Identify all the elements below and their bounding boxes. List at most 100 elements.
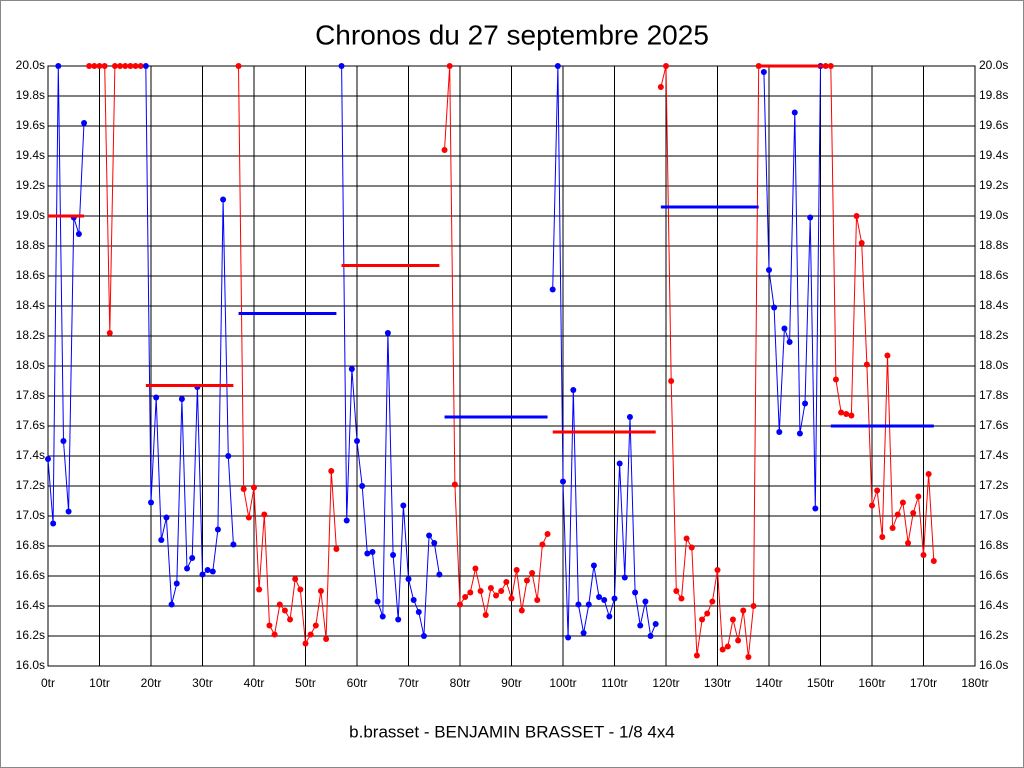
lap-point [312, 622, 319, 629]
y-tick-label-right: 18.6s [979, 268, 1008, 282]
lap-point [704, 610, 711, 617]
y-tick-label-right: 19.8s [979, 88, 1008, 102]
lap-point [158, 537, 165, 543]
y-tick-label-right: 16.2s [979, 628, 1008, 642]
lap-point [369, 549, 376, 555]
lap-point [127, 63, 134, 69]
lap-point [616, 460, 623, 467]
lap-point [86, 63, 93, 69]
lap-point [400, 502, 407, 509]
lap-point [915, 493, 922, 500]
lap-point [111, 63, 118, 69]
lap-line [341, 65, 440, 637]
lap-point [766, 267, 772, 273]
lap-point [729, 616, 736, 623]
y-tick-label-right: 16.8s [979, 538, 1008, 552]
y-tick-label: 17.0s [16, 508, 45, 522]
lap-point [925, 471, 932, 477]
lap-point [276, 601, 283, 608]
lap-point [807, 214, 814, 221]
lap-point [168, 601, 175, 608]
lap-point [323, 636, 330, 642]
lap-point [477, 588, 484, 594]
lap-point [843, 411, 850, 417]
lap-point [889, 525, 896, 531]
lap-point [549, 286, 556, 293]
lap-point [395, 616, 402, 623]
lap-point [719, 646, 726, 653]
lap-point [637, 622, 644, 629]
lap-point [55, 63, 62, 69]
lap-point [204, 567, 211, 573]
lap-point [508, 595, 515, 602]
y-tick-label-right: 20.0s [979, 58, 1008, 72]
lap-point [621, 574, 628, 581]
lap-point [101, 63, 108, 69]
y-tick-label-right: 19.0s [979, 208, 1008, 222]
lap-point [590, 562, 597, 569]
x-tick-label: 90tr [501, 676, 522, 690]
y-tick-label: 18.6s [16, 268, 45, 282]
y-tick-label-right: 18.4s [979, 298, 1008, 312]
lap-point [575, 601, 582, 608]
lap-point [493, 592, 500, 599]
lap-point [390, 552, 397, 558]
lap-point [874, 487, 881, 494]
y-tick-label-right: 16.6s [979, 568, 1008, 582]
lap-point [668, 378, 675, 384]
lap-point [647, 633, 654, 639]
lap-point [838, 409, 845, 416]
lap-point [544, 531, 551, 537]
x-tick-label: 130tr [704, 676, 731, 690]
lap-point [436, 571, 443, 578]
lap-point [786, 339, 793, 345]
lap-point [611, 595, 618, 602]
lap-point [245, 514, 252, 521]
lap-point [791, 109, 798, 116]
lap-line [763, 65, 821, 509]
lap-point [709, 598, 716, 605]
y-tick-label-right: 17.6s [979, 418, 1008, 432]
x-tick-label: 110tr [601, 676, 627, 690]
lap-point [142, 63, 149, 69]
lap-point [214, 526, 221, 533]
lap-point [384, 330, 391, 336]
lap-point [678, 595, 685, 602]
y-tick-label: 16.4s [16, 598, 45, 612]
x-tick-label: 140tr [755, 676, 782, 690]
lap-point [863, 361, 870, 368]
lap-point [178, 396, 185, 402]
x-tick-label: 0tr [41, 676, 55, 690]
y-tick-label-right: 17.4s [979, 448, 1008, 462]
lap-point [596, 594, 603, 600]
lap-point [261, 511, 268, 518]
lap-point [930, 558, 937, 564]
lap-point [251, 484, 257, 491]
lap-point [60, 438, 67, 444]
lap-point [688, 544, 695, 551]
lap-point [894, 511, 901, 518]
lap-point [699, 616, 706, 623]
lap-point [663, 63, 669, 69]
lap-point [884, 352, 891, 359]
lap-point [487, 585, 494, 591]
lap-point [50, 520, 57, 527]
x-tick-label: 80tr [450, 676, 471, 690]
y-tick-label-right: 17.2s [979, 478, 1008, 492]
lap-point [307, 631, 314, 638]
lap-point [348, 366, 355, 372]
x-tick-label: 50tr [295, 676, 316, 690]
lap-point [266, 622, 273, 629]
x-tick-label: 100tr [549, 676, 576, 690]
lap-point [137, 63, 144, 69]
lap-point [503, 579, 510, 585]
lap-point [302, 640, 309, 647]
lap-point [482, 612, 489, 618]
lap-point [173, 580, 180, 587]
lap-point [420, 633, 427, 639]
lap-point [683, 535, 690, 542]
lap-point [735, 637, 742, 644]
lap-point [513, 567, 520, 573]
lap-point [642, 598, 649, 605]
lap-point [652, 621, 659, 627]
